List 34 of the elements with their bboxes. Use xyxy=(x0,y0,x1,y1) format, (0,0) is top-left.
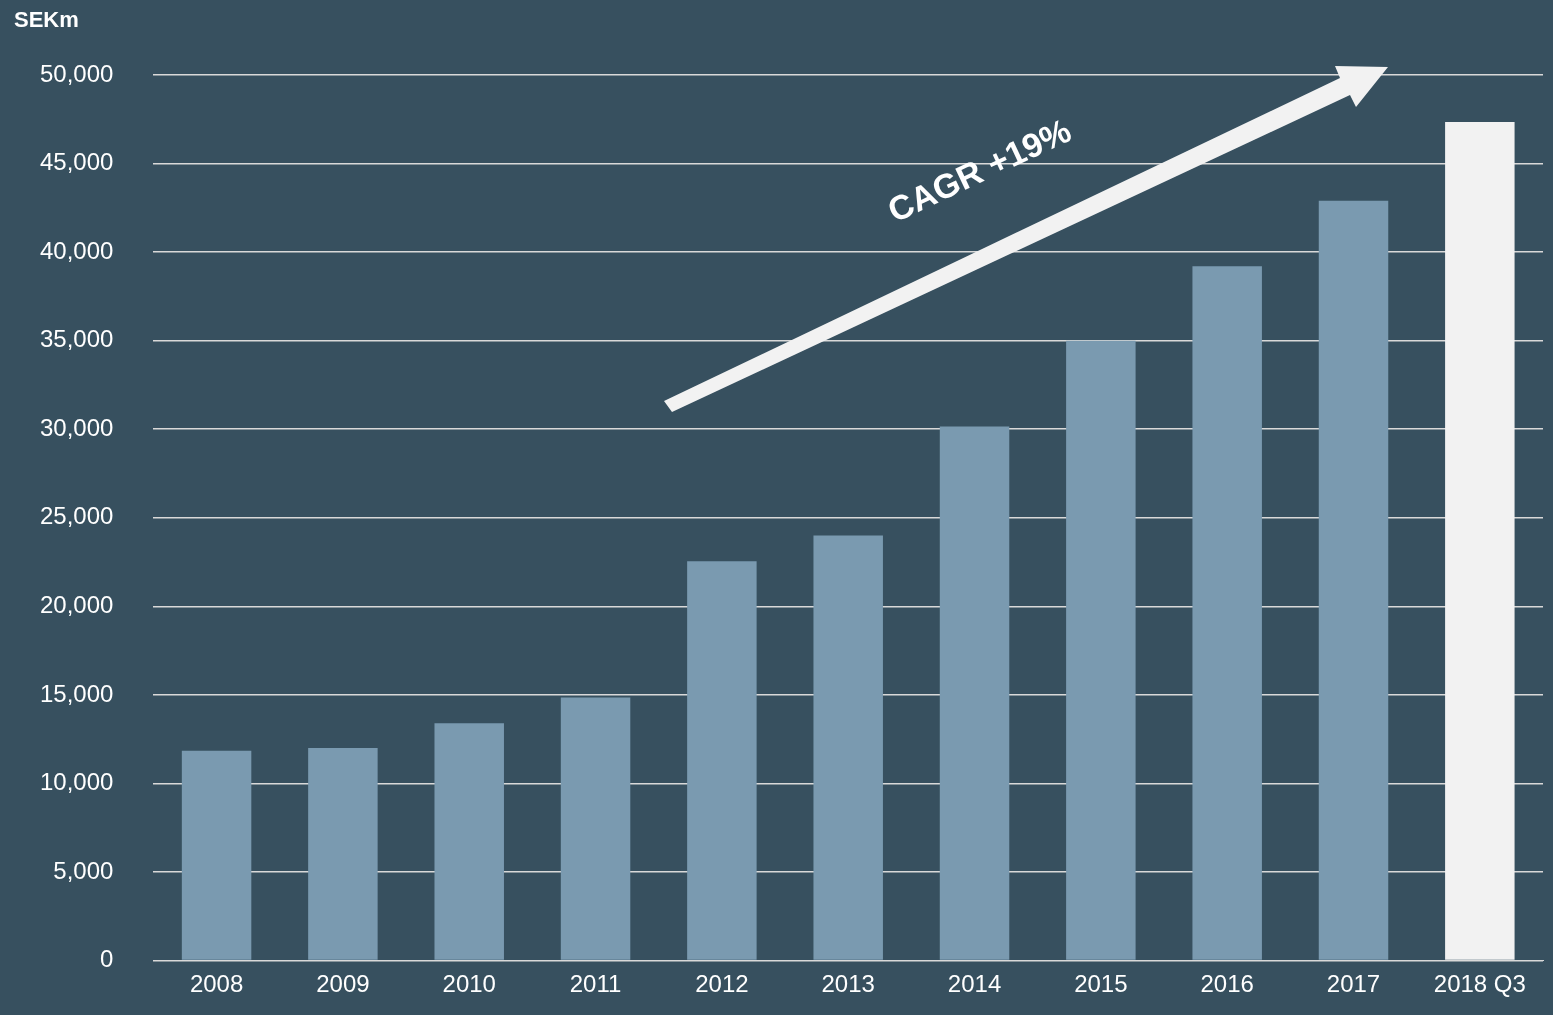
bar xyxy=(813,535,883,960)
y-tick-label: 45,000 xyxy=(40,148,114,176)
bar xyxy=(939,426,1010,960)
x-tick-label: 2017 xyxy=(1326,969,1381,997)
x-tick-label: 2014 xyxy=(947,969,1002,997)
y-tick-label: 10,000 xyxy=(40,768,114,796)
x-tick-label: 2012 xyxy=(695,969,749,997)
bar xyxy=(1066,340,1136,960)
y-tick-label: 50,000 xyxy=(40,59,114,87)
x-tick-label: 2016 xyxy=(1200,969,1254,997)
bar xyxy=(1192,266,1262,960)
y-tick-label: 35,000 xyxy=(40,325,114,353)
bar xyxy=(687,561,757,960)
bar xyxy=(560,697,631,960)
y-tick-label: 40,000 xyxy=(40,236,114,264)
x-tick-label: 2015 xyxy=(1074,969,1128,997)
bar xyxy=(308,748,378,960)
bar xyxy=(181,750,252,960)
y-tick-label: 25,000 xyxy=(40,502,114,530)
y-tick-label: 30,000 xyxy=(40,413,114,441)
x-tick-label: 2009 xyxy=(316,969,370,997)
y-tick-label: 15,000 xyxy=(40,679,114,707)
y-axis-title: SEKm xyxy=(14,7,79,33)
bar xyxy=(1318,200,1389,960)
y-tick-label: 20,000 xyxy=(40,590,114,618)
bar xyxy=(1445,121,1515,960)
y-tick-label: 5,000 xyxy=(53,856,114,884)
x-tick-label: 2013 xyxy=(821,969,875,997)
y-tick-label: 0 xyxy=(100,945,114,973)
x-tick-label: 2018 Q3 xyxy=(1433,969,1526,997)
x-tick-label: 2008 xyxy=(189,969,244,997)
x-tick-label: 2010 xyxy=(442,969,496,997)
bar xyxy=(434,723,504,960)
x-tick-label: 2011 xyxy=(569,969,622,997)
